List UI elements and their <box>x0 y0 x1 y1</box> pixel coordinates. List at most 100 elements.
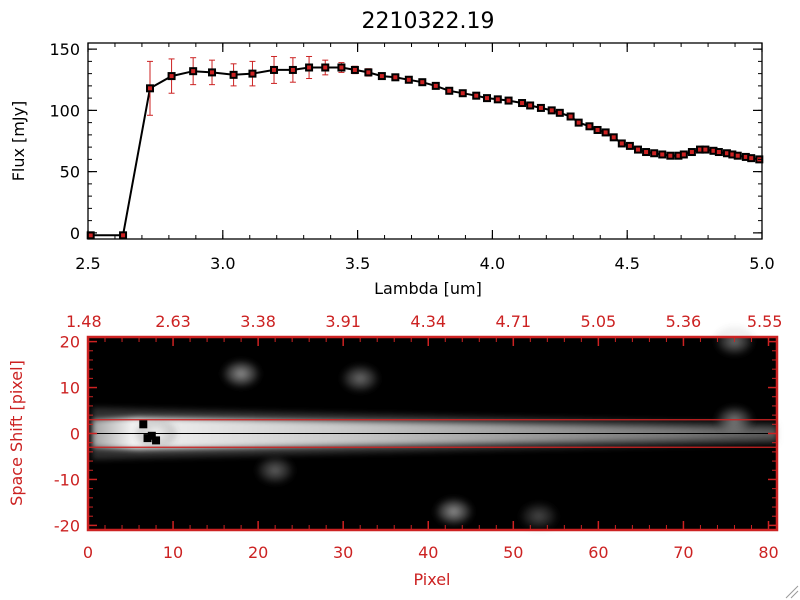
image-x-tick-label: 10 <box>163 543 183 562</box>
data-point-core <box>724 151 729 156</box>
data-point-core <box>703 147 708 152</box>
image-x-tick-label: 50 <box>503 543 523 562</box>
data-point-core <box>460 91 465 96</box>
data-point-core <box>568 114 573 119</box>
data-point-core <box>576 120 581 125</box>
data-point-core <box>474 93 479 98</box>
image-ticks: 0 10 20 30 40 50 60 70 80 -20 -10 0 10 20 1.48 2.63 3.38… <box>54 312 783 562</box>
data-point-core <box>619 141 624 146</box>
data-point-core <box>668 153 673 158</box>
top-axis-label: 1.48 <box>66 312 102 331</box>
data-point-core <box>307 65 312 70</box>
source-blob <box>219 357 264 390</box>
data-point-core <box>697 147 702 152</box>
data-point-core <box>290 67 295 72</box>
top-axis-label: 3.91 <box>325 312 361 331</box>
data-point-core <box>520 101 525 106</box>
top-axis-label: 4.34 <box>410 312 446 331</box>
bad-pixel <box>147 431 156 440</box>
source-blob <box>253 454 298 487</box>
image-x-tick-label: 30 <box>333 543 353 562</box>
y-tick-label: 50 <box>60 163 80 182</box>
data-point-core <box>393 75 398 80</box>
data-point-core <box>676 153 681 158</box>
image-x-tick-label: 20 <box>248 543 268 562</box>
data-point-core <box>660 152 665 157</box>
data-point-core <box>339 65 344 70</box>
spectrum-data <box>86 55 764 240</box>
data-point-core <box>549 108 554 113</box>
resize-grip-icon[interactable] <box>785 585 799 599</box>
image-x-tick-label: 80 <box>758 543 778 562</box>
chart-title: 2210322.19 <box>362 9 495 34</box>
source-blob <box>338 362 383 395</box>
image-y-tick-label: -10 <box>54 470 80 489</box>
data-point-core <box>506 98 511 103</box>
spectrum-axes-frame <box>87 42 763 240</box>
top-axis-label: 5.55 <box>747 312 783 331</box>
data-point-core <box>352 67 357 72</box>
data-point-core <box>366 70 371 75</box>
top-axis-label: 5.36 <box>666 312 702 331</box>
data-point-core <box>689 150 694 155</box>
data-point-core <box>148 86 153 91</box>
image-x-tick-label: 40 <box>418 543 438 562</box>
top-axis-label: 2.63 <box>155 312 191 331</box>
image-overlays <box>88 419 777 448</box>
bad-pixel <box>139 420 148 429</box>
data-point-core <box>88 233 93 238</box>
y-tick-label: 100 <box>49 101 80 120</box>
data-point-core <box>730 152 735 157</box>
data-point-core <box>538 105 543 110</box>
data-point-core <box>495 97 500 102</box>
x-tick-label: 3.5 <box>345 254 370 273</box>
data-point-core <box>611 135 616 140</box>
image-y-tick-label: 10 <box>60 379 80 398</box>
y-axis-label: Flux [mJy] <box>9 101 28 182</box>
data-point-core <box>323 65 328 70</box>
data-point-core <box>447 88 452 93</box>
bad-pixel <box>152 436 161 445</box>
source-blob <box>516 500 561 533</box>
image-x-axis-label: Pixel <box>413 570 450 589</box>
image-y-tick-label: 0 <box>70 425 80 444</box>
data-point-core <box>406 77 411 82</box>
data-point-core <box>557 110 562 115</box>
data-point-core <box>420 80 425 85</box>
data-point-core <box>681 152 686 157</box>
data-point-core <box>191 69 196 74</box>
top-axis-label: 3.38 <box>240 312 276 331</box>
source-blob <box>431 495 476 528</box>
bad-pixel <box>143 434 152 443</box>
data-point-core <box>743 154 748 159</box>
x-tick-label: 3.0 <box>210 254 235 273</box>
data-point-core <box>652 151 657 156</box>
data-point-core <box>250 71 255 76</box>
top-axis-label: 5.05 <box>581 312 617 331</box>
image-x-tick-label: 0 <box>83 543 93 562</box>
data-point-core <box>210 70 215 75</box>
image-y-tick-label: 20 <box>60 333 80 352</box>
top-axis-label: 4.71 <box>495 312 531 331</box>
data-point-core <box>169 74 174 79</box>
image-x-tick-label: 70 <box>673 543 693 562</box>
data-point-core <box>528 103 533 108</box>
data-point-core <box>716 150 721 155</box>
y-tick-label: 0 <box>70 224 80 243</box>
data-point-core <box>121 233 126 238</box>
data-point-core <box>635 147 640 152</box>
image-panel: 0 10 20 30 40 50 60 70 80 -20 -10 0 10 20 1.48 2.63 3.38… <box>7 312 782 589</box>
data-point-core <box>231 72 236 77</box>
data-point-core <box>379 74 384 79</box>
x-tick-label: 5.0 <box>749 254 774 273</box>
data-point-core <box>711 148 716 153</box>
data-point-core <box>627 143 632 148</box>
spectrum-ticks: 2.5 3.0 3.5 4.0 4.5 5.0 0 50 100 150 <box>49 40 774 273</box>
x-tick-label: 4.5 <box>614 254 639 273</box>
image-y-axis-label: Space Shift [pixel] <box>7 360 26 506</box>
spectrum-panel: 2210322.19 2.5 3.0 3.5 4.0 4.5 5.0 0 50 100 150 L… <box>9 9 775 298</box>
data-point-core <box>272 67 277 72</box>
image-x-tick-label: 60 <box>588 543 608 562</box>
